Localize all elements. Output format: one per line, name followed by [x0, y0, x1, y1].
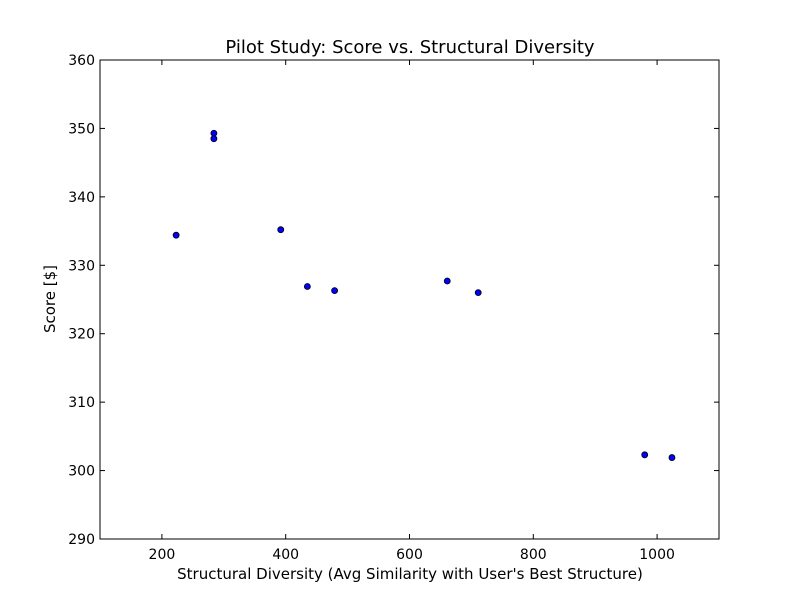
- data-point: [331, 287, 339, 295]
- y-tick-label: 310: [68, 395, 95, 411]
- data-point: [641, 451, 649, 459]
- data-point: [277, 226, 285, 234]
- y-tick-label: 300: [68, 464, 95, 480]
- y-tick-label: 360: [68, 53, 95, 69]
- data-point: [668, 454, 676, 461]
- y-tick-label: 330: [68, 258, 95, 274]
- axis-ticks: 200 400 600 800 1000 290 300 310 320 330 340 350 360: [68, 53, 719, 563]
- data-point: [210, 135, 218, 143]
- x-tick-label: 400: [272, 547, 299, 563]
- x-tick-label: 1000: [639, 547, 675, 563]
- data-point: [172, 231, 180, 239]
- data-points: [172, 129, 676, 461]
- plot-area-frame: [99, 59, 720, 540]
- x-tick-label: 200: [149, 547, 176, 563]
- data-point: [303, 283, 311, 290]
- y-tick-label: 340: [68, 190, 95, 206]
- data-point: [474, 289, 482, 297]
- data-point: [443, 277, 451, 285]
- y-tick-label: 350: [68, 121, 95, 137]
- x-tick-label: 600: [396, 547, 423, 563]
- y-tick-label: 290: [68, 532, 95, 548]
- y-axis-label: Score [$]: [41, 265, 59, 333]
- chart-title: Pilot Study: Score vs. Structural Divers…: [225, 37, 595, 58]
- x-tick-label: 800: [520, 547, 547, 563]
- y-tick-label: 320: [68, 327, 95, 343]
- x-axis-label: Structural Diversity (Avg Similarity wit…: [177, 565, 643, 583]
